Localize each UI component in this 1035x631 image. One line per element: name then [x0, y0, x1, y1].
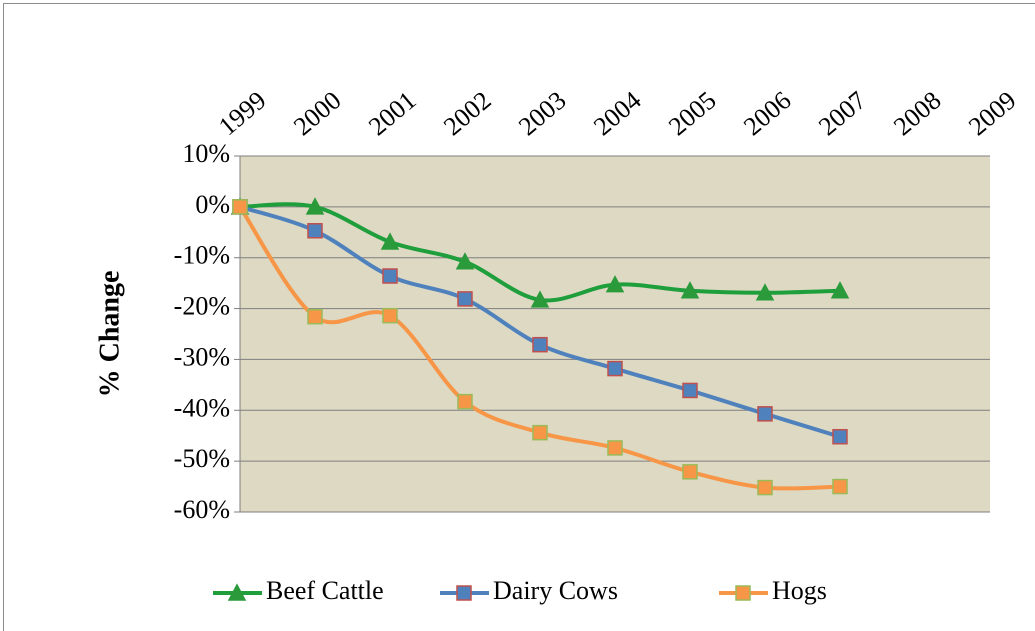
data-point — [607, 360, 623, 377]
data-point — [457, 393, 473, 410]
data-point — [680, 281, 700, 299]
data-point — [607, 440, 623, 456]
data-point — [682, 464, 698, 480]
legend-label: Hogs — [772, 576, 827, 605]
legend-label: Dairy Cows — [493, 576, 618, 605]
data-point — [380, 232, 400, 250]
data-point — [382, 268, 398, 284]
y-tick-label: -20% — [174, 292, 230, 321]
legend-label: Beef Cattle — [266, 576, 384, 605]
data-point — [755, 283, 775, 301]
data-point — [305, 197, 325, 215]
y-tick-label: 0% — [195, 190, 230, 219]
data-point — [382, 307, 398, 324]
data-point — [832, 478, 848, 495]
legend-marker — [735, 585, 751, 601]
data-point — [757, 406, 773, 422]
data-point — [605, 275, 625, 293]
legend-marker — [456, 585, 472, 601]
y-tick-label: -10% — [174, 241, 230, 270]
y-axis-label: % Change — [94, 271, 125, 398]
data-point — [757, 479, 773, 496]
data-point — [530, 290, 550, 308]
data-point — [457, 291, 473, 307]
y-tick-label: -40% — [174, 393, 230, 422]
data-point — [307, 308, 323, 325]
data-point — [455, 252, 475, 270]
data-point — [232, 199, 248, 215]
legend-marker — [227, 583, 247, 601]
y-tick-label: -60% — [174, 495, 230, 524]
plot-area — [240, 156, 990, 512]
data-point — [532, 424, 548, 441]
data-point — [832, 428, 848, 445]
data-point — [830, 281, 850, 299]
y-tick-label: -30% — [174, 342, 230, 371]
y-tick-label: -50% — [174, 444, 230, 473]
data-point — [682, 382, 698, 399]
data-point — [307, 223, 323, 239]
data-point — [532, 336, 548, 353]
y-tick-label: 10% — [182, 139, 230, 168]
